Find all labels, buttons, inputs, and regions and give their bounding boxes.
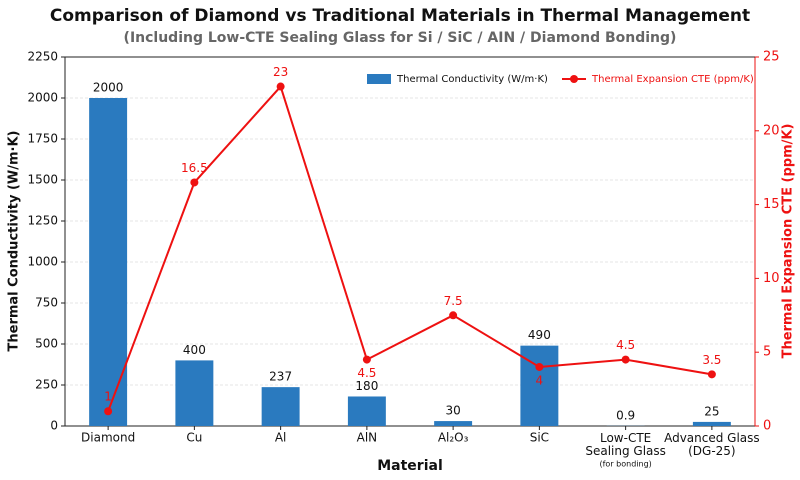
bar: [89, 98, 128, 426]
y-tick-label: 2250: [27, 50, 58, 64]
bar-value-label: 2000: [93, 81, 124, 95]
cte-line: [107, 84, 713, 412]
y2-tick-label: 15: [763, 197, 780, 212]
bar-value-label: 490: [528, 328, 551, 342]
y-tick-label: 1000: [27, 255, 58, 269]
x-tick-label: Al₂O₃: [438, 431, 469, 445]
y2-tick-label: 0: [763, 419, 771, 434]
y-axis-label: Thermal Conductivity (W/m·K): [7, 131, 22, 352]
bar-value-label: 0.9: [616, 408, 635, 422]
cte-point: [190, 178, 199, 187]
y2-tick-label: 10: [763, 271, 780, 286]
bar: [434, 421, 473, 426]
bar-value-label: 25: [704, 404, 719, 418]
x-tick-label: Advanced Glass (DG-25): [664, 431, 760, 458]
cte-point: [707, 370, 716, 379]
y-tick-label: 2000: [27, 91, 58, 105]
legend-label: Thermal Expansion CTE (ppm/K): [591, 74, 754, 85]
x-tick-label: Al: [275, 431, 287, 445]
cte-point: [362, 355, 371, 364]
y-tick-label: 250: [35, 378, 58, 392]
y-tick-label: 1500: [27, 173, 58, 187]
cte-point: [449, 311, 458, 320]
cte-point: [621, 355, 630, 364]
y2-tick-label: 5: [763, 345, 771, 360]
x-tick-label: SiC: [530, 431, 549, 445]
y2-axis-label: Thermal Expansion CTE (ppm/K): [781, 124, 796, 359]
cte-value-label: 7.5: [444, 294, 463, 308]
y2-tick-label: 25: [763, 50, 780, 65]
chart-subtitle: (Including Low-CTE Sealing Glass for Si …: [124, 30, 677, 46]
x-tick-label: Low-CTE Sealing Glass: [585, 431, 666, 458]
cte-value-label: 1: [104, 390, 112, 404]
cte-value-label: 3.5: [702, 353, 721, 367]
x-tick-label: Diamond: [81, 431, 135, 445]
bar-value-label: 180: [355, 379, 378, 393]
bar: [347, 396, 386, 426]
bar-value-label: 400: [183, 343, 206, 357]
y-tick-label: 1250: [27, 214, 58, 228]
x-tick-label: Cu: [186, 431, 202, 445]
legend-label: Thermal Conductivity (W/m·K): [396, 74, 548, 85]
category-note: (for bonding): [599, 460, 651, 469]
bar: [692, 421, 731, 426]
cte-point: [104, 407, 113, 416]
cte-value-label: 23: [273, 65, 288, 79]
y-tick-label: 1750: [27, 132, 58, 146]
cte-value-label: 16.5: [181, 161, 208, 175]
y2-tick-label: 20: [763, 123, 780, 138]
y-tick-label: 750: [35, 296, 58, 310]
x-tick-label: AlN: [357, 431, 378, 445]
bar-value-label: 30: [445, 404, 460, 418]
bar-value-label: 237: [269, 370, 292, 384]
chart-title: Comparison of Diamond vs Traditional Mat…: [50, 6, 750, 26]
bar: [175, 360, 214, 426]
cte-value-label: 4.5: [357, 366, 376, 380]
cte-value-label: 4: [536, 373, 544, 387]
legend-marker: [570, 75, 578, 83]
cte-value-label: 4.5: [616, 338, 635, 352]
cte-point: [535, 362, 544, 371]
cte-point: [276, 82, 285, 91]
y-tick-label: 500: [35, 337, 58, 351]
y-tick-label: 0: [50, 419, 58, 433]
legend-swatch: [367, 74, 391, 84]
x-axis-label: Material: [377, 458, 443, 474]
bar: [261, 387, 300, 426]
